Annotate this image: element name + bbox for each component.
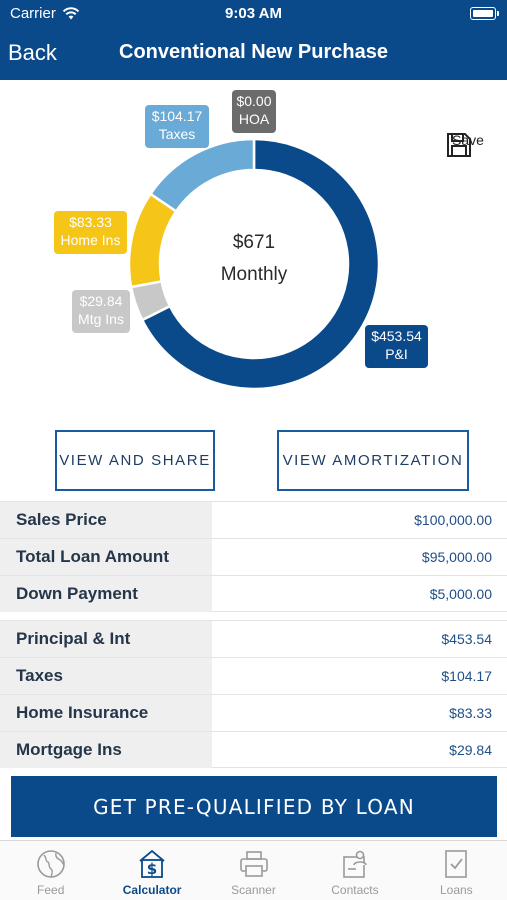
back-button[interactable]: Back	[8, 40, 57, 65]
carrier-indicator: Carrier	[10, 5, 80, 22]
chart-label-mtg-ins-name: Mtg Ins	[78, 311, 124, 327]
donut-chart	[127, 137, 381, 391]
globe-icon	[36, 850, 65, 878]
chart-center-label: Monthly	[220, 264, 288, 285]
printer-icon	[239, 851, 268, 877]
table-row: Home Insurance $83.33	[0, 694, 507, 731]
carrier-label: Carrier	[10, 5, 56, 22]
table-row: Mortgage Ins $29.84	[0, 731, 507, 768]
chart-label-hoa-name: HOA	[238, 111, 270, 127]
svg-text:$: $	[147, 860, 157, 878]
save-button[interactable]: Save	[446, 132, 490, 157]
row-label: Taxes	[0, 658, 212, 694]
tab-feed-label: Feed	[37, 883, 65, 897]
table-row: Principal & Int $453.54	[0, 620, 507, 657]
row-label: Down Payment	[0, 576, 212, 612]
row-value[interactable]: $100,000.00	[414, 512, 492, 528]
donut-slice-taxes	[148, 137, 256, 214]
loan-details-table: Sales Price $100,000.00 Total Loan Amoun…	[0, 501, 507, 612]
tab-bar: Feed $ Calculator Scanner Contacts Lo	[0, 840, 507, 900]
payment-breakdown-table: Principal & Int $453.54 Taxes $104.17 Ho…	[0, 620, 507, 768]
tab-loans[interactable]: Loans	[406, 841, 507, 900]
tab-scanner-label: Scanner	[231, 883, 276, 897]
status-bar: Carrier 9:03 AM	[0, 0, 507, 28]
row-value[interactable]: $453.54	[441, 631, 492, 647]
chart-label-pi: $453.54 P&I	[365, 325, 428, 368]
tab-contacts-label: Contacts	[331, 883, 379, 897]
table-row: Taxes $104.17	[0, 657, 507, 694]
tab-scanner[interactable]: Scanner	[203, 841, 304, 900]
row-label: Total Loan Amount	[0, 539, 212, 575]
contacts-icon	[343, 850, 367, 878]
chart-label-pi-name: P&I	[385, 346, 408, 362]
row-label: Principal & Int	[0, 621, 212, 657]
save-icon	[447, 133, 471, 157]
tab-calculator[interactable]: $ Calculator	[101, 841, 202, 900]
table-row: Down Payment $5,000.00	[0, 575, 507, 612]
row-value[interactable]: $104.17	[441, 668, 492, 684]
row-value[interactable]: $95,000.00	[421, 549, 492, 565]
chart-label-home-ins-amount: $83.33	[69, 214, 112, 230]
chart-label-home-ins: $83.33 Home Ins	[54, 211, 127, 254]
tab-feed[interactable]: Feed	[0, 841, 101, 900]
row-value[interactable]: $29.84	[449, 742, 492, 758]
view-amortization-button[interactable]: VIEW AMORTIZATION	[277, 430, 469, 491]
table-row: Sales Price $100,000.00	[0, 501, 507, 538]
save-label: Save	[452, 132, 484, 148]
row-value[interactable]: $83.33	[449, 705, 492, 721]
table-row: Total Loan Amount $95,000.00	[0, 538, 507, 575]
tab-loans-label: Loans	[439, 883, 473, 897]
battery-icon	[470, 7, 499, 20]
page-title: Conventional New Purchase	[119, 41, 388, 63]
view-and-share-button[interactable]: VIEW AND SHARE	[55, 430, 215, 491]
chart-label-taxes-amount: $104.17	[151, 108, 203, 124]
wifi-icon	[62, 7, 80, 20]
chart-label-hoa: $0.00 HOA	[232, 90, 276, 133]
payment-chart: $671 Monthly $104.17 Taxes $0.00 HOA $83…	[0, 80, 507, 410]
donut-slice-p-i	[140, 137, 381, 391]
clock: 9:03 AM	[225, 5, 282, 22]
navigation-bar: Back Conventional New Purchase	[0, 28, 507, 80]
row-label: Mortgage Ins	[0, 732, 212, 768]
row-value[interactable]: $5,000.00	[429, 586, 492, 602]
chart-center-value: $671	[232, 232, 276, 253]
chart-label-taxes-name: Taxes	[158, 126, 196, 142]
chart-label-pi-amount: $453.54	[371, 328, 422, 344]
chart-label-home-ins-name: Home Ins	[60, 232, 121, 248]
chart-label-hoa-amount: $0.00	[236, 93, 272, 109]
document-check-icon	[445, 850, 468, 878]
tab-contacts[interactable]: Contacts	[304, 841, 405, 900]
chart-label-mtg-ins: $29.84 Mtg Ins	[72, 290, 130, 333]
calculator-icon: $	[139, 849, 165, 878]
chart-label-taxes: $104.17 Taxes	[145, 105, 209, 148]
chart-label-mtg-ins-amount: $29.84	[79, 293, 123, 309]
row-label: Home Insurance	[0, 695, 212, 731]
tab-calculator-label: Calculator	[122, 883, 182, 897]
row-label: Sales Price	[0, 502, 212, 538]
get-pre-qualified-button[interactable]: GET PRE-QUALIFIED BY LOAN	[11, 776, 497, 837]
